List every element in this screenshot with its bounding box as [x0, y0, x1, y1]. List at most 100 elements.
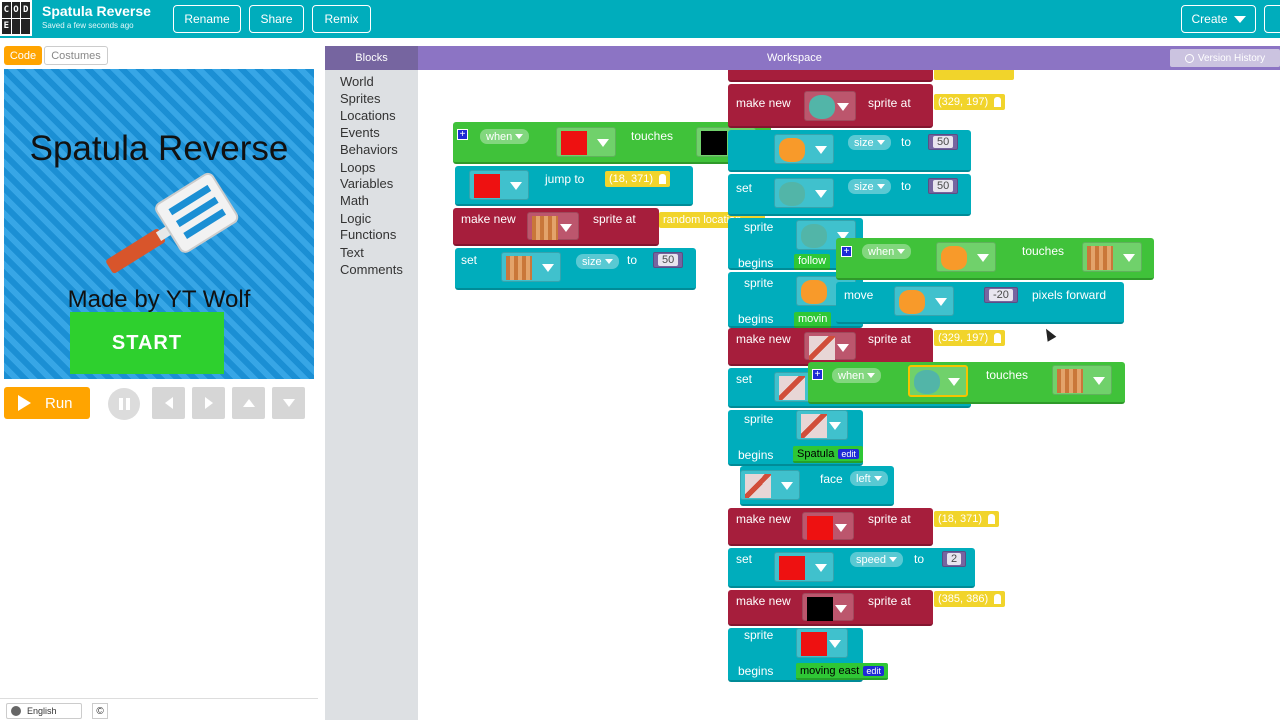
sprite-dropdown[interactable]: [774, 178, 834, 208]
number-value[interactable]: 50: [653, 252, 684, 268]
up-arrow-button[interactable]: [232, 387, 265, 419]
plus-icon[interactable]: +: [457, 129, 468, 140]
set-size-block[interactable]: size to 50: [728, 130, 971, 172]
location-value[interactable]: (18, 371): [934, 511, 1000, 527]
when-touches-block[interactable]: + when touches: [836, 238, 1154, 280]
sprite-dropdown[interactable]: [796, 410, 848, 440]
sprite-dropdown[interactable]: [527, 212, 579, 240]
tab-code[interactable]: Code: [4, 46, 42, 65]
sprite-dropdown[interactable]: [796, 628, 848, 658]
copyright-button[interactable]: ©: [92, 703, 108, 719]
plus-icon[interactable]: +: [812, 369, 823, 380]
location-value[interactable]: (18, 371): [605, 171, 671, 187]
edit-button[interactable]: edit: [838, 448, 859, 459]
number-value[interactable]: 50: [928, 134, 959, 150]
version-history-button[interactable]: Version History: [1170, 49, 1280, 67]
location-value[interactable]: [934, 70, 1014, 80]
make-new-sprite-block[interactable]: make new sprite at: [728, 84, 933, 128]
sprite-dropdown[interactable]: [774, 552, 834, 582]
behavior-value[interactable]: movin: [794, 312, 832, 328]
property-dropdown[interactable]: size: [848, 179, 891, 194]
behavior-value[interactable]: follow: [794, 254, 831, 270]
set-speed-block[interactable]: set speed to 2: [728, 548, 975, 588]
category-locations[interactable]: Locations: [340, 108, 396, 123]
location-value[interactable]: (329, 197): [934, 330, 1006, 346]
sprite-dropdown[interactable]: [802, 593, 854, 621]
game-stage[interactable]: Spatula Reverse Made by YT Wolf START: [4, 69, 314, 379]
when-dropdown[interactable]: when: [480, 129, 530, 144]
set-size-block[interactable]: set size to 50: [455, 248, 696, 290]
category-loops[interactable]: Loops: [340, 160, 376, 175]
category-behaviors[interactable]: Behaviors: [340, 142, 398, 157]
run-button[interactable]: Run: [4, 387, 90, 419]
sprite-dropdown[interactable]: [796, 220, 856, 250]
sprite-dropdown[interactable]: [936, 242, 996, 272]
when-dropdown[interactable]: when: [832, 368, 882, 383]
sprite-dropdown[interactable]: [774, 134, 834, 164]
edit-button[interactable]: edit: [863, 665, 884, 676]
direction-dropdown[interactable]: left: [850, 471, 888, 486]
location-value[interactable]: (385, 386): [934, 591, 1006, 607]
set-size-block[interactable]: set size to 50: [728, 174, 971, 216]
category-text[interactable]: Text: [340, 245, 364, 260]
hamburger-menu-button[interactable]: [1264, 5, 1280, 33]
panel-divider[interactable]: [318, 38, 325, 720]
category-functions[interactable]: Functions: [340, 227, 397, 242]
jump-to-block[interactable]: jump to (18, 371): [455, 166, 693, 206]
left-arrow-button[interactable]: [152, 387, 185, 419]
code-org-logo[interactable]: C O D E: [0, 0, 32, 36]
sprite-dropdown[interactable]: [740, 470, 800, 500]
language-select[interactable]: English: [6, 703, 82, 719]
sprite-dropdown[interactable]: [1052, 365, 1112, 395]
category-world[interactable]: World: [340, 74, 374, 89]
make-new-sprite-block[interactable]: make new sprite at: [728, 508, 933, 546]
logo-letter: D: [21, 2, 30, 18]
behavior-value[interactable]: moving east edit: [796, 663, 888, 680]
behavior-value[interactable]: Spatula edit: [793, 446, 863, 463]
property-dropdown[interactable]: size: [848, 135, 891, 150]
remix-button[interactable]: Remix: [312, 5, 371, 33]
when-dropdown[interactable]: when: [862, 244, 912, 259]
category-sprites[interactable]: Sprites: [340, 91, 381, 106]
sprite-dropdown[interactable]: [774, 372, 814, 402]
number-value[interactable]: 50: [928, 178, 959, 194]
location-value[interactable]: (329, 197): [934, 94, 1006, 110]
sprite-dropdown[interactable]: [1082, 242, 1142, 272]
sprite-begins-block[interactable]: sprite begins: [728, 628, 863, 682]
plus-icon[interactable]: +: [841, 246, 852, 257]
sprite-dropdown[interactable]: [469, 170, 529, 200]
start-button-sprite[interactable]: START: [70, 312, 224, 374]
make-new-sprite-block[interactable]: make new sprite at: [728, 590, 933, 626]
sprite-dropdown[interactable]: [804, 91, 856, 121]
share-button[interactable]: Share: [249, 5, 304, 33]
sprite-dropdown[interactable]: [802, 512, 854, 540]
pause-button[interactable]: [108, 388, 140, 420]
number-value[interactable]: -20: [984, 287, 1018, 303]
category-logic[interactable]: Logic: [340, 211, 372, 226]
sprite-dropdown[interactable]: [908, 365, 968, 397]
when-touches-block[interactable]: + when touches: [808, 362, 1125, 404]
category-events[interactable]: Events: [340, 125, 380, 140]
right-arrow-button[interactable]: [192, 387, 225, 419]
make-new-sprite-block[interactable]: make new sprite at: [453, 208, 659, 246]
category-variables[interactable]: Variables: [340, 176, 394, 191]
create-button[interactable]: Create: [1181, 5, 1256, 33]
tab-costumes[interactable]: Costumes: [44, 46, 108, 65]
property-dropdown[interactable]: size: [576, 254, 619, 269]
rename-button[interactable]: Rename: [173, 5, 241, 33]
make-new-sprite-block[interactable]: [728, 70, 933, 82]
workspace-canvas[interactable]: + when touches jump to (18, 371) make ne…: [418, 70, 1280, 720]
property-dropdown[interactable]: speed: [850, 552, 903, 567]
down-arrow-button[interactable]: [272, 387, 305, 419]
sprite-dropdown[interactable]: [556, 127, 616, 157]
sprite-dropdown[interactable]: [501, 252, 561, 282]
move-forward-block[interactable]: move -20 pixels forward: [836, 282, 1124, 324]
number-value[interactable]: 2: [942, 551, 967, 567]
sprite-dropdown[interactable]: [804, 332, 856, 360]
category-math[interactable]: Math: [340, 193, 369, 208]
category-comments[interactable]: Comments: [340, 262, 403, 277]
face-direction-block[interactable]: face left: [740, 466, 894, 506]
sprite-dropdown[interactable]: [894, 286, 954, 316]
make-new-sprite-block[interactable]: make new sprite at: [728, 328, 933, 366]
when-touches-block[interactable]: + when touches: [453, 122, 771, 164]
